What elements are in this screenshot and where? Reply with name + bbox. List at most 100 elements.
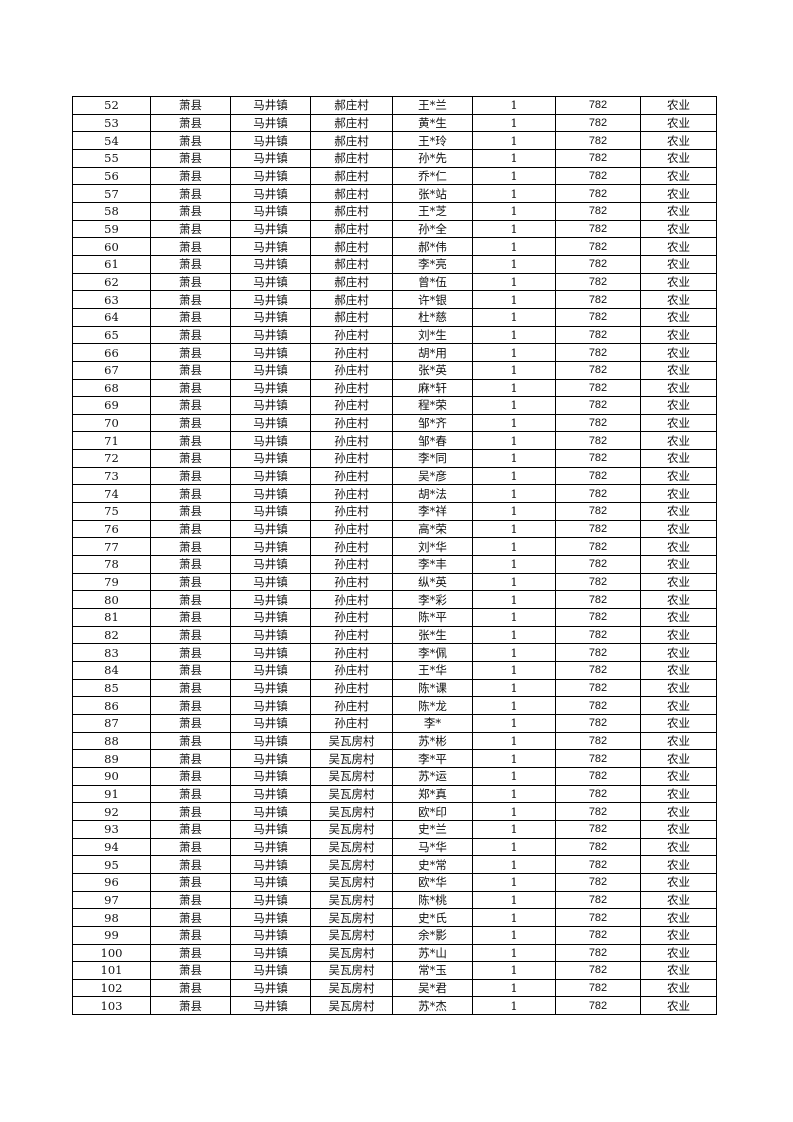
cell-category: 农业 [640, 184, 717, 203]
table-row: 85 萧县 马井镇 孙庄村 陈*课 1 782 农业 [72, 678, 717, 698]
cell-town: 马井镇 [230, 961, 311, 980]
cell-town: 马井镇 [230, 749, 311, 768]
cell-count: 1 [472, 519, 556, 539]
cell-count: 1 [472, 166, 556, 186]
cell-village: 孙庄村 [310, 661, 393, 680]
cell-category: 农业 [640, 484, 717, 504]
cell-count: 1 [472, 431, 556, 451]
cell-town: 马井镇 [230, 519, 311, 539]
cell-row-number: 69 [72, 396, 151, 415]
cell-village: 郝庄村 [310, 272, 393, 292]
table-row: 77 萧县 马井镇 孙庄村 刘*华 1 782 农业 [72, 537, 717, 557]
cell-town: 马井镇 [230, 219, 311, 239]
cell-county: 萧县 [150, 643, 231, 662]
cell-category: 农业 [640, 749, 717, 768]
cell-category: 农业 [640, 731, 717, 751]
cell-category: 农业 [640, 908, 717, 927]
cell-row-number: 54 [72, 131, 151, 150]
cell-village: 孙庄村 [310, 343, 393, 362]
cell-count: 1 [472, 749, 556, 768]
table-row: 65 萧县 马井镇 孙庄村 刘*生 1 782 农业 [72, 325, 717, 345]
beneficiary-table: 52 萧县 马井镇 郝庄村 王*兰 1 782 农业 53 萧县 马井镇 郝庄村 黄*生 1 782 农业 54… [72, 96, 717, 1016]
cell-category: 农业 [640, 237, 717, 256]
cell-person-name: 刘*华 [392, 537, 473, 557]
table-row: 72 萧县 马井镇 孙庄村 李*同 1 782 农业 [72, 449, 717, 468]
cell-count: 1 [472, 307, 556, 327]
cell-category: 农业 [640, 625, 717, 645]
cell-count: 1 [472, 396, 556, 415]
cell-row-number: 100 [72, 943, 151, 963]
cell-village: 郝庄村 [310, 148, 393, 168]
cell-person-name: 李*佩 [392, 643, 473, 662]
cell-row-number: 60 [72, 237, 151, 256]
cell-town: 马井镇 [230, 537, 311, 557]
cell-category: 农业 [640, 537, 717, 557]
cell-county: 萧县 [150, 996, 231, 1016]
table-row: 55 萧县 马井镇 郝庄村 孙*先 1 782 农业 [72, 148, 717, 168]
cell-category: 农业 [640, 396, 717, 415]
cell-category: 农业 [640, 855, 717, 874]
cell-amount: 782 [555, 819, 641, 839]
cell-amount: 782 [555, 537, 641, 557]
cell-person-name: 史*常 [392, 855, 473, 874]
cell-town: 马井镇 [230, 166, 311, 186]
cell-count: 1 [472, 343, 556, 362]
cell-amount: 782 [555, 731, 641, 751]
table-row: 81 萧县 马井镇 孙庄村 陈*平 1 782 农业 [72, 608, 717, 627]
cell-county: 萧县 [150, 819, 231, 839]
cell-county: 萧县 [150, 449, 231, 468]
cell-count: 1 [472, 590, 556, 610]
cell-town: 马井镇 [230, 572, 311, 592]
cell-county: 萧县 [150, 290, 231, 309]
cell-county: 萧县 [150, 502, 231, 521]
cell-person-name: 王*华 [392, 661, 473, 680]
cell-village: 吴瓦房村 [310, 855, 393, 874]
cell-row-number: 52 [72, 96, 151, 115]
cell-county: 萧县 [150, 572, 231, 592]
cell-category: 农业 [640, 466, 717, 486]
cell-row-number: 78 [72, 555, 151, 574]
cell-person-name: 李*平 [392, 749, 473, 768]
cell-amount: 782 [555, 166, 641, 186]
cell-count: 1 [472, 678, 556, 698]
cell-amount: 782 [555, 890, 641, 910]
cell-amount: 782 [555, 872, 641, 892]
cell-county: 萧县 [150, 731, 231, 751]
cell-count: 1 [472, 943, 556, 963]
table-row: 53 萧县 马井镇 郝庄村 黄*生 1 782 农业 [72, 113, 717, 133]
cell-town: 马井镇 [230, 590, 311, 610]
cell-amount: 782 [555, 325, 641, 345]
cell-row-number: 57 [72, 184, 151, 203]
table-row: 84 萧县 马井镇 孙庄村 王*华 1 782 农业 [72, 661, 717, 680]
cell-count: 1 [472, 201, 556, 221]
cell-count: 1 [472, 890, 556, 910]
cell-person-name: 郝*伟 [392, 237, 473, 256]
cell-category: 农业 [640, 819, 717, 839]
cell-town: 马井镇 [230, 784, 311, 804]
table-row: 71 萧县 马井镇 孙庄村 邹*春 1 782 农业 [72, 431, 717, 451]
cell-amount: 782 [555, 925, 641, 945]
cell-town: 马井镇 [230, 431, 311, 451]
cell-town: 马井镇 [230, 449, 311, 468]
cell-village: 吴瓦房村 [310, 890, 393, 910]
cell-person-name: 史*兰 [392, 819, 473, 839]
cell-count: 1 [472, 608, 556, 627]
cell-count: 1 [472, 325, 556, 345]
cell-town: 马井镇 [230, 378, 311, 398]
cell-county: 萧县 [150, 802, 231, 821]
cell-category: 农业 [640, 837, 717, 857]
cell-town: 马井镇 [230, 890, 311, 910]
cell-town: 马井镇 [230, 872, 311, 892]
cell-row-number: 97 [72, 890, 151, 910]
cell-person-name: 胡*用 [392, 343, 473, 362]
table-row: 83 萧县 马井镇 孙庄村 李*佩 1 782 农业 [72, 643, 717, 662]
cell-count: 1 [472, 572, 556, 592]
cell-amount: 782 [555, 802, 641, 821]
cell-person-name: 程*荣 [392, 396, 473, 415]
cell-village: 郝庄村 [310, 219, 393, 239]
cell-count: 1 [472, 784, 556, 804]
cell-count: 1 [472, 996, 556, 1016]
cell-row-number: 94 [72, 837, 151, 857]
cell-village: 吴瓦房村 [310, 872, 393, 892]
cell-town: 马井镇 [230, 713, 311, 733]
